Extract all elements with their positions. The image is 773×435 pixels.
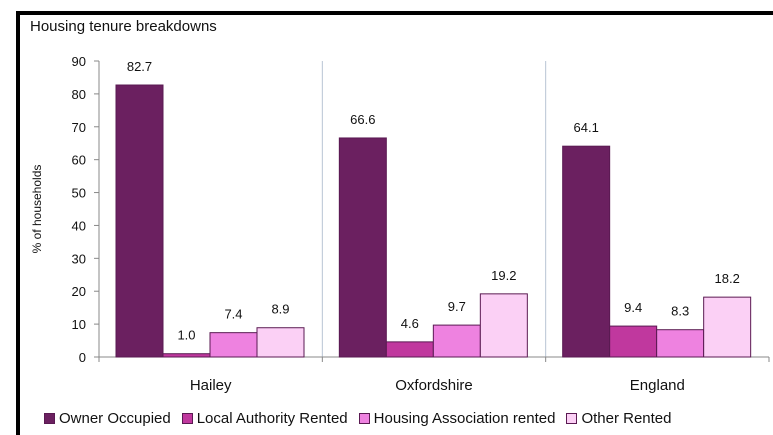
- y-tick-label: 80: [72, 87, 86, 102]
- bar: [209, 332, 258, 358]
- data-label: 4.6: [401, 316, 419, 331]
- y-tick-label: 70: [72, 120, 86, 135]
- chart-legend: Owner Occupied Local Authority Rented Hous…: [44, 410, 683, 427]
- bar: [479, 293, 528, 358]
- y-tick-label: 0: [79, 350, 86, 365]
- data-label: 66.6: [350, 112, 375, 127]
- data-label: 1.0: [177, 328, 195, 343]
- legend-label: Other Rented: [581, 410, 672, 427]
- frame-top-edge: [16, 11, 773, 15]
- bar: [703, 296, 752, 358]
- data-label: 8.3: [671, 304, 689, 319]
- bar: [256, 327, 305, 358]
- legend-swatch: [358, 413, 370, 424]
- y-tick-label: 20: [72, 284, 86, 299]
- y-tick-label: 40: [72, 218, 86, 233]
- y-tick-label: 10: [72, 317, 86, 332]
- legend-label: Housing Association rented: [373, 410, 556, 427]
- data-label: 18.2: [715, 271, 740, 286]
- chart-title: Housing tenure breakdowns: [30, 18, 217, 35]
- legend-label: Owner Occupied: [59, 410, 171, 427]
- legend-item: Owner Occupied: [44, 410, 171, 427]
- bar: [609, 325, 658, 358]
- data-label: 8.9: [271, 302, 289, 317]
- data-label: 64.1: [574, 120, 599, 135]
- y-tick-label: 50: [72, 186, 86, 201]
- legend-swatch: [181, 413, 193, 424]
- data-label: 7.4: [224, 307, 242, 322]
- legend-swatch: [566, 413, 578, 424]
- legend-item: Other Rented: [566, 410, 672, 427]
- data-label: 82.7: [127, 59, 152, 74]
- bar: [115, 84, 164, 358]
- legend-swatch: [44, 413, 55, 424]
- bar: [432, 324, 481, 358]
- data-label: 9.7: [448, 299, 466, 314]
- data-label: 19.2: [491, 268, 516, 283]
- y-tick-label: 60: [72, 153, 86, 168]
- y-tick-label: 90: [72, 54, 86, 69]
- y-axis-label: % of households: [30, 165, 44, 254]
- data-label: 9.4: [624, 300, 642, 315]
- x-category-label: England: [630, 377, 685, 394]
- legend-item: Housing Association rented: [358, 410, 556, 427]
- bar: [338, 137, 387, 358]
- x-category-label: Hailey: [190, 377, 232, 394]
- bar: [385, 341, 434, 358]
- x-category-label: Oxfordshire: [395, 377, 473, 394]
- bar: [162, 353, 211, 358]
- frame-left-edge: [16, 11, 20, 435]
- bar: [656, 329, 705, 358]
- legend-item: Local Authority Rented: [181, 410, 348, 427]
- legend-label: Local Authority Rented: [196, 410, 348, 427]
- y-tick-label: 30: [72, 251, 86, 266]
- bar: [562, 145, 611, 358]
